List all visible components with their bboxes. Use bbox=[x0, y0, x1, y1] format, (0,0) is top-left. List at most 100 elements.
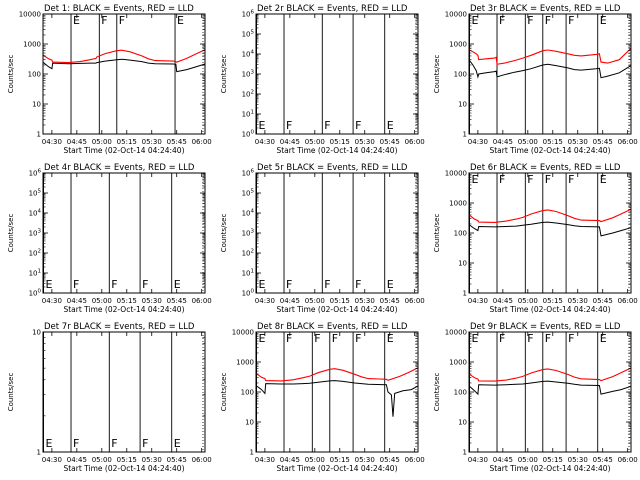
lld-series-line bbox=[255, 367, 419, 382]
x-tick-label: 05:00 bbox=[518, 456, 538, 464]
panel-title: Det 2r BLACK = Events, RED = LLD bbox=[257, 4, 408, 14]
x-axis-label: Start Time (02-Oct-14 04:24:40) bbox=[276, 464, 397, 473]
panel-det-7: Det 7r BLACK = Events, RED = LLD E F F F E 04:… bbox=[7, 322, 212, 473]
y-tick-label: 10 bbox=[245, 419, 254, 427]
y-axis-label: Counts/sec bbox=[220, 373, 228, 412]
x-axis-label: Start Time (02-Oct-14 04:24:40) bbox=[63, 305, 184, 314]
plot-frame bbox=[42, 331, 206, 453]
marker-label: F bbox=[111, 278, 117, 291]
x-tick-label: 04:45 bbox=[67, 456, 87, 464]
y-axis-label: Counts/sec bbox=[7, 373, 15, 412]
marker-label: F bbox=[499, 173, 505, 186]
y-tick-label: 102 bbox=[29, 249, 41, 258]
marker-label: E bbox=[600, 14, 607, 27]
marker-label: E bbox=[259, 278, 266, 291]
x-tick-label: 05:30 bbox=[568, 138, 588, 146]
y-tick-label: 10 bbox=[458, 419, 467, 427]
y-tick-label: 1000 bbox=[236, 359, 254, 367]
x-tick-label: 05:00 bbox=[518, 138, 538, 146]
marker-label: F bbox=[545, 14, 551, 27]
marker-label: E bbox=[174, 278, 181, 291]
x-tick-label: 05:00 bbox=[518, 297, 538, 305]
marker-label: E bbox=[472, 173, 479, 186]
y-tick-label: 105 bbox=[242, 189, 255, 198]
marker-label: E bbox=[46, 437, 53, 450]
y-tick-label: 100 bbox=[454, 389, 467, 397]
marker-label: F bbox=[499, 332, 505, 345]
events-series-line bbox=[42, 58, 206, 73]
x-tick-label: 05:00 bbox=[92, 138, 112, 146]
x-tick-label: 04:30 bbox=[468, 138, 488, 146]
x-axis-label: Start Time (02-Oct-14 04:24:40) bbox=[489, 464, 610, 473]
marker-label: F bbox=[355, 119, 361, 132]
x-tick-label: 05:00 bbox=[92, 456, 112, 464]
x-tick-label: 05:30 bbox=[355, 456, 375, 464]
x-tick-label: 05:45 bbox=[167, 456, 187, 464]
x-tick-label: 05:15 bbox=[543, 297, 563, 305]
panel-det-4: Det 4r BLACK = Events, RED = LLD E F F F E 04:… bbox=[7, 163, 212, 314]
y-tick-label: 101 bbox=[242, 110, 254, 119]
x-tick-label: 05:45 bbox=[593, 138, 613, 146]
marker-label: F bbox=[286, 332, 292, 345]
marker-label: E bbox=[259, 332, 266, 345]
marker-label: F bbox=[286, 278, 292, 291]
marker-label: F bbox=[101, 14, 107, 27]
marker-label: F bbox=[355, 332, 361, 345]
y-tick-label: 102 bbox=[242, 249, 254, 258]
y-tick-label: 1000 bbox=[449, 41, 467, 49]
panel-title: Det 5r BLACK = Events, RED = LLD bbox=[257, 163, 408, 173]
panel-det-5: Det 5r BLACK = Events, RED = LLD E F F F E 04:… bbox=[220, 163, 425, 314]
y-tick-label: 100 bbox=[454, 71, 467, 79]
x-tick-label: 04:30 bbox=[42, 456, 62, 464]
x-tick-label: 05:45 bbox=[380, 456, 400, 464]
x-tick-label: 05:00 bbox=[305, 297, 325, 305]
marker-label: F bbox=[355, 278, 361, 291]
marker-label: F bbox=[142, 437, 148, 450]
x-tick-label: 04:30 bbox=[255, 456, 275, 464]
marker-label: E bbox=[600, 173, 607, 186]
y-tick-label: 105 bbox=[29, 189, 42, 198]
x-tick-label: 05:30 bbox=[142, 456, 162, 464]
marker-label: E bbox=[472, 14, 479, 27]
x-tick-label: 05:00 bbox=[305, 456, 325, 464]
y-tick-label: 1 bbox=[250, 449, 254, 457]
x-tick-label: 04:30 bbox=[255, 138, 275, 146]
events-series-line bbox=[468, 59, 632, 79]
y-tick-label: 10000 bbox=[445, 170, 467, 178]
x-tick-label: 05:45 bbox=[167, 297, 187, 305]
y-axis-label: Counts/sec bbox=[7, 214, 15, 253]
y-tick-label: 101 bbox=[29, 269, 41, 278]
marker-label: E bbox=[387, 278, 394, 291]
x-tick-label: 04:45 bbox=[493, 297, 513, 305]
y-tick-label: 1 bbox=[463, 449, 467, 457]
x-tick-label: 04:45 bbox=[493, 456, 513, 464]
lld-series-line bbox=[468, 367, 632, 382]
y-tick-label: 103 bbox=[242, 70, 255, 79]
lld-series-line bbox=[468, 47, 632, 65]
x-tick-label: 06:00 bbox=[618, 297, 638, 305]
y-tick-label: 103 bbox=[242, 229, 255, 238]
x-tick-label: 06:00 bbox=[192, 456, 212, 464]
y-tick-label: 100 bbox=[29, 289, 42, 298]
marker-label: F bbox=[527, 332, 533, 345]
marker-label: E bbox=[387, 332, 394, 345]
marker-label: F bbox=[332, 332, 338, 345]
x-tick-label: 05:30 bbox=[568, 297, 588, 305]
x-tick-label: 05:30 bbox=[142, 297, 162, 305]
marker-label: F bbox=[142, 278, 148, 291]
plot-frame bbox=[42, 172, 206, 294]
y-tick-label: 10 bbox=[458, 260, 467, 268]
y-axis-label: Counts/sec bbox=[7, 55, 15, 94]
plot-frame bbox=[255, 13, 419, 135]
plot-frame bbox=[468, 13, 632, 135]
marker-label: F bbox=[527, 14, 533, 27]
y-tick-label: 104 bbox=[242, 209, 255, 218]
panel-det-2: Det 2r BLACK = Events, RED = LLD E F F F E 04:… bbox=[220, 4, 425, 155]
x-tick-label: 04:30 bbox=[468, 456, 488, 464]
x-tick-label: 05:15 bbox=[330, 138, 350, 146]
y-tick-label: 10 bbox=[32, 101, 41, 109]
marker-label: E bbox=[174, 437, 181, 450]
marker-label: E bbox=[259, 119, 266, 132]
